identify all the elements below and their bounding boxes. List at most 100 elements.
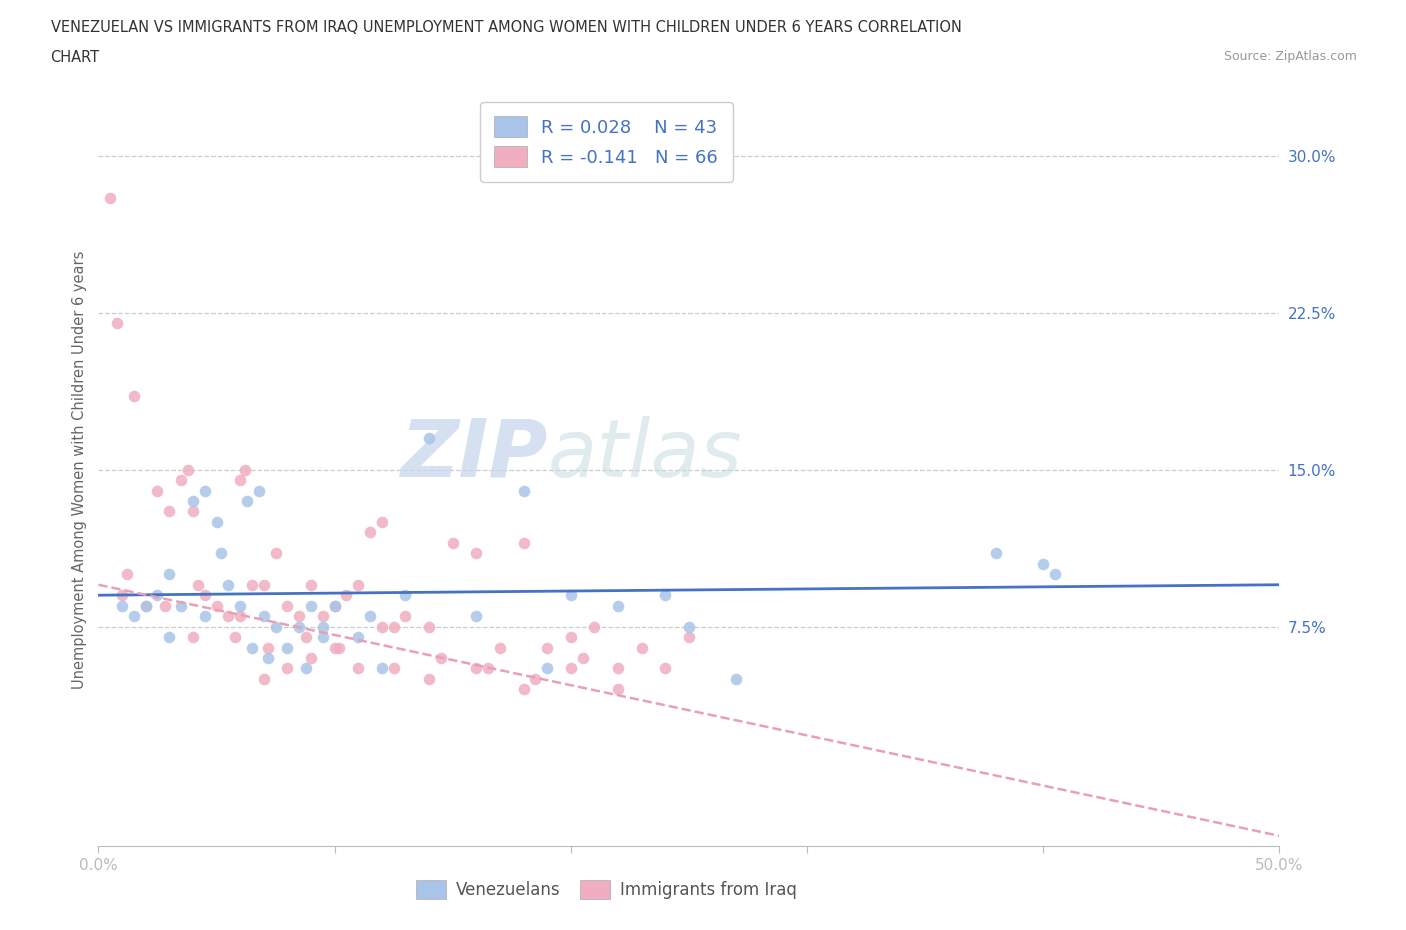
Point	[288, 619, 311, 634]
Point	[187, 578, 209, 592]
Point	[240, 578, 263, 592]
Point	[335, 588, 357, 603]
Point	[524, 671, 547, 686]
Point	[146, 588, 169, 603]
Point	[122, 609, 145, 624]
Point	[295, 661, 318, 676]
Point	[194, 484, 217, 498]
Point	[347, 661, 370, 676]
Point	[678, 619, 700, 634]
Point	[418, 619, 440, 634]
Point	[465, 661, 488, 676]
Point	[371, 619, 394, 634]
Point	[371, 514, 394, 529]
Point	[323, 598, 346, 613]
Point	[1043, 567, 1066, 582]
Text: atlas: atlas	[547, 416, 742, 494]
Point	[209, 546, 232, 561]
Point	[217, 609, 239, 624]
Legend: Venezuelans, Immigrants from Iraq: Venezuelans, Immigrants from Iraq	[409, 873, 804, 906]
Point	[299, 578, 322, 592]
Point	[1032, 556, 1054, 571]
Point	[630, 640, 652, 655]
Point	[194, 588, 217, 603]
Text: VENEZUELAN VS IMMIGRANTS FROM IRAQ UNEMPLOYMENT AMONG WOMEN WITH CHILDREN UNDER : VENEZUELAN VS IMMIGRANTS FROM IRAQ UNEMP…	[51, 20, 962, 35]
Point	[181, 630, 204, 644]
Point	[489, 640, 512, 655]
Point	[229, 472, 252, 487]
Point	[236, 494, 259, 509]
Point	[229, 609, 252, 624]
Point	[157, 630, 180, 644]
Point	[312, 609, 335, 624]
Text: CHART: CHART	[51, 50, 100, 65]
Point	[105, 316, 128, 331]
Point	[536, 661, 558, 676]
Point	[359, 525, 381, 539]
Point	[115, 567, 138, 582]
Point	[217, 578, 239, 592]
Point	[678, 630, 700, 644]
Point	[253, 578, 276, 592]
Point	[257, 651, 280, 666]
Point	[276, 598, 298, 613]
Point	[465, 546, 488, 561]
Point	[276, 661, 298, 676]
Point	[224, 630, 246, 644]
Point	[328, 640, 350, 655]
Point	[233, 462, 256, 477]
Point	[98, 191, 121, 206]
Point	[465, 609, 488, 624]
Point	[371, 661, 394, 676]
Point	[430, 651, 453, 666]
Point	[323, 640, 346, 655]
Point	[347, 578, 370, 592]
Point	[205, 598, 228, 613]
Point	[984, 546, 1007, 561]
Point	[288, 609, 311, 624]
Point	[560, 588, 582, 603]
Point	[382, 661, 405, 676]
Point	[122, 389, 145, 404]
Point	[359, 609, 381, 624]
Point	[441, 536, 464, 551]
Point	[560, 630, 582, 644]
Text: Source: ZipAtlas.com: Source: ZipAtlas.com	[1223, 50, 1357, 63]
Point	[299, 651, 322, 666]
Point	[181, 494, 204, 509]
Point	[146, 484, 169, 498]
Point	[170, 598, 193, 613]
Point	[253, 609, 276, 624]
Point	[299, 598, 322, 613]
Point	[607, 661, 630, 676]
Point	[177, 462, 200, 477]
Point	[247, 484, 270, 498]
Point	[229, 598, 252, 613]
Point	[418, 671, 440, 686]
Point	[111, 588, 134, 603]
Point	[240, 640, 263, 655]
Point	[276, 640, 298, 655]
Point	[654, 661, 676, 676]
Point	[571, 651, 593, 666]
Point	[477, 661, 499, 676]
Point	[394, 609, 416, 624]
Point	[205, 514, 228, 529]
Point	[394, 588, 416, 603]
Point	[111, 598, 134, 613]
Point	[135, 598, 157, 613]
Point	[725, 671, 748, 686]
Point	[512, 682, 534, 697]
Point	[560, 661, 582, 676]
Text: ZIP: ZIP	[399, 416, 547, 494]
Point	[583, 619, 606, 634]
Y-axis label: Unemployment Among Women with Children Under 6 years: Unemployment Among Women with Children U…	[72, 250, 87, 689]
Point	[295, 630, 318, 644]
Point	[512, 536, 534, 551]
Point	[323, 598, 346, 613]
Point	[194, 609, 217, 624]
Point	[170, 472, 193, 487]
Point	[512, 484, 534, 498]
Point	[135, 598, 157, 613]
Point	[181, 504, 204, 519]
